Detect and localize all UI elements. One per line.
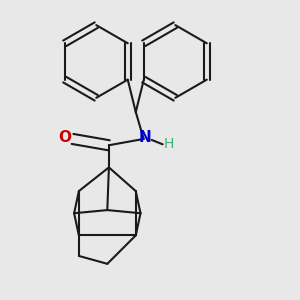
Text: H: H <box>164 137 174 151</box>
Text: O: O <box>58 130 71 145</box>
Text: N: N <box>139 130 152 145</box>
